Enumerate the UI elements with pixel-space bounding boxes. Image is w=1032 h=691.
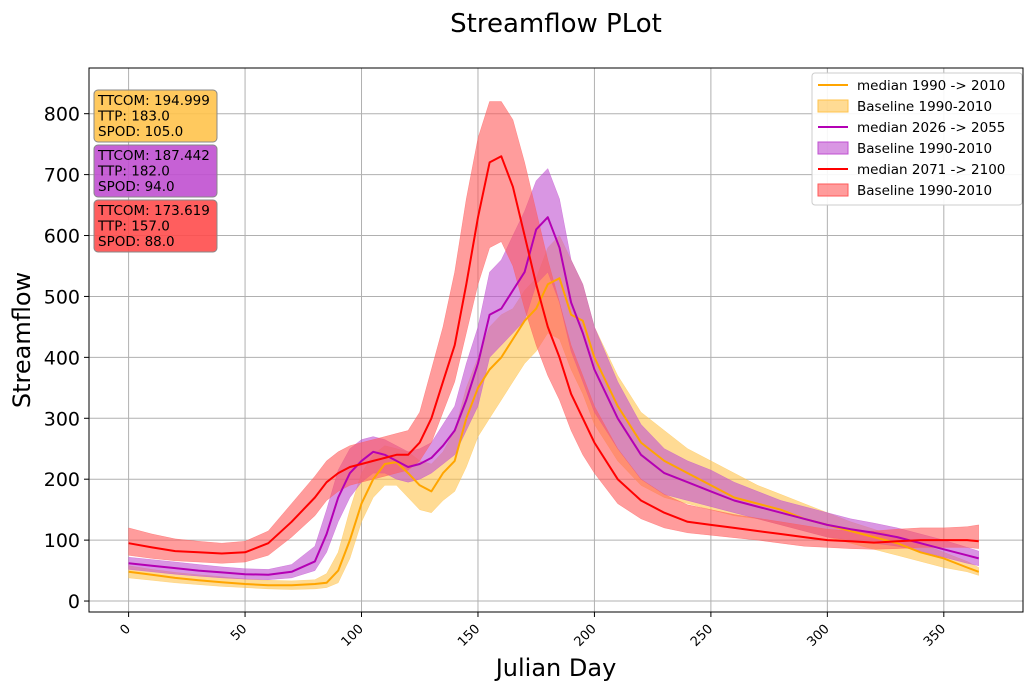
stat-box-2 [93, 144, 218, 198]
stat-text: TTCOM: 173.619 [97, 203, 210, 219]
stat-text: SPOD: 105.0 [98, 124, 183, 140]
y-tick-label: 800 [44, 104, 80, 126]
median-line-series-3 [128, 155, 979, 555]
legend-entry-label: median 1990 -> 2010 [857, 78, 1005, 94]
legend: median 1990 -> 2010 Baseline 1990-2010 med… [811, 72, 1023, 206]
legend-band-swatch [817, 141, 849, 155]
legend-entry-label: median 2071 -> 2100 [857, 162, 1005, 178]
x-tick-label: 100 [339, 622, 367, 650]
y-tick-label: 400 [44, 347, 80, 369]
legend-entry-label: Baseline 1990-2010 [857, 141, 992, 157]
stat-text: TTCOM: 194.999 [97, 93, 210, 109]
median-line-series-2 [128, 216, 979, 576]
y-tick-label: 300 [44, 408, 80, 430]
plot-frame [88, 67, 1024, 613]
legend-band-swatch [817, 99, 849, 113]
band-series-3 [128, 101, 979, 564]
y-tick-label: 100 [44, 530, 80, 552]
y-tick-label: 0 [68, 591, 80, 613]
y-tick-label: 600 [44, 226, 80, 248]
x-tick-label: 50 [228, 622, 250, 644]
x-tick-label: 0 [117, 622, 133, 638]
y-axis-ticks: 0 100 200 300 400 500 600 700 800 [44, 104, 89, 613]
stat-text: SPOD: 88.0 [98, 234, 175, 250]
y-tick-label: 500 [44, 286, 80, 308]
legend-entry-label: Baseline 1990-2010 [857, 99, 992, 115]
x-tick-label: 150 [455, 622, 483, 650]
x-axis-ticks: 0 50 100 150 200 250 300 350 [117, 612, 949, 650]
stat-text: TTP: 183.0 [97, 109, 170, 125]
x-tick-label: 200 [572, 622, 600, 650]
stat-box-3 [93, 199, 218, 253]
median-lines [128, 155, 980, 587]
x-tick-label: 300 [804, 622, 832, 650]
bands [128, 101, 979, 590]
chart-title: Streamflow PLot [450, 9, 662, 39]
legend-entry-label: median 2026 -> 2055 [857, 120, 1005, 136]
stat-text: TTP: 182.0 [97, 164, 170, 180]
legend-frame [811, 72, 1023, 206]
y-tick-label: 700 [44, 165, 80, 187]
y-axis-label: Streamflow [8, 272, 36, 408]
stat-text: TTP: 157.0 [97, 219, 170, 235]
y-tick-label: 200 [44, 469, 80, 491]
stat-box-1 [93, 89, 218, 143]
legend-band-swatch [817, 183, 849, 197]
x-tick-label: 250 [688, 622, 716, 650]
x-tick-label: 350 [921, 622, 949, 650]
legend-entry-label: Baseline 1990-2010 [857, 183, 992, 199]
stat-text: TTCOM: 187.442 [97, 148, 210, 164]
stat-text: SPOD: 94.0 [98, 179, 175, 195]
x-axis-label: Julian Day [494, 654, 617, 682]
